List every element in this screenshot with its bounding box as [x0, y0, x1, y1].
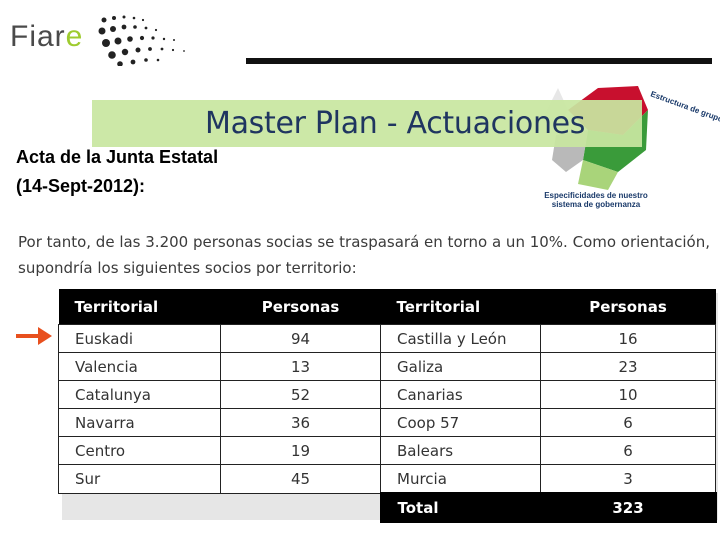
total-value: 323: [539, 492, 717, 523]
cell-territory: Sur: [58, 464, 221, 494]
cell-count: 16: [540, 324, 716, 353]
table-row: Valencia 13 Galiza 23: [58, 352, 716, 381]
header-territorial-2: Territorial: [380, 289, 541, 325]
subtitle-line-1: Acta de la Junta Estatal: [16, 147, 219, 167]
table-total-row: Total 323: [59, 492, 717, 523]
subtitle-line-2: (14-Sept-2012):: [16, 176, 146, 196]
subtitle: Acta de la Junta Estatal (14-Sept-2012):: [16, 143, 218, 201]
total-label: Total: [379, 492, 542, 523]
cell-count: 23: [540, 352, 716, 381]
cell-territory: Coop 57: [380, 408, 541, 437]
cell-territory: Navarra: [58, 408, 221, 437]
table-row: Navarra 36 Coop 57 6: [58, 408, 716, 437]
cell-territory: Murcia: [380, 464, 541, 494]
cell-territory: Balears: [380, 436, 541, 465]
cell-territory: Castilla y León: [380, 324, 541, 353]
cell-territory: Euskadi: [58, 324, 221, 353]
cell-count: 45: [220, 464, 381, 494]
cell-count: 3: [540, 464, 716, 494]
cell-territory: Centro: [58, 436, 221, 465]
header-personas-1: Personas: [220, 289, 381, 325]
cell-territory: Catalunya: [58, 380, 221, 409]
graphic-caption-line-1: Especificidades de nuestro: [544, 191, 648, 200]
table-row: Centro 19 Balears 6: [58, 436, 716, 465]
paragraph-line-1: Por tanto, de las 3.200 personas socias …: [18, 233, 710, 251]
cell-count: 52: [220, 380, 381, 409]
cell-count: 94: [220, 324, 381, 353]
cell-count: 13: [220, 352, 381, 381]
cell-territory: Galiza: [380, 352, 541, 381]
cell-territory: Valencia: [58, 352, 221, 381]
cell-count: 36: [220, 408, 381, 437]
cell-count: 10: [540, 380, 716, 409]
cell-count: 19: [220, 436, 381, 465]
arrow-right-icon: [16, 327, 52, 345]
header-personas-2: Personas: [540, 289, 716, 325]
cell-count: 6: [540, 436, 716, 465]
table-row: Euskadi 94 Castilla y León 16: [58, 324, 716, 353]
header-rule: [246, 58, 712, 64]
header-territorial-1: Territorial: [58, 289, 221, 325]
logo-text: Fiare: [10, 20, 84, 53]
logo-dots-icon: [98, 15, 185, 66]
graphic-arc-text: Estructura de grupos locales: [649, 89, 720, 135]
intro-paragraph: Por tanto, de las 3.200 personas socias …: [18, 229, 718, 281]
paragraph-line-2: supondría los siguientes socios por terr…: [18, 259, 357, 277]
members-table: Territorial Personas Territorial Persona…: [58, 289, 717, 523]
table-header-row: Territorial Personas Territorial Persona…: [58, 289, 716, 325]
page-title: Master Plan - Actuaciones: [205, 106, 586, 141]
table-row: Sur 45 Murcia 3: [58, 464, 716, 494]
cell-count: 6: [540, 408, 716, 437]
graphic-caption-line-2: sistema de gobernanza: [552, 200, 641, 209]
title-highlight: [92, 100, 642, 147]
table-row: Catalunya 52 Canarias 10: [58, 380, 716, 409]
cell-territory: Canarias: [380, 380, 541, 409]
fiare-logo: Fiare: [6, 14, 196, 66]
